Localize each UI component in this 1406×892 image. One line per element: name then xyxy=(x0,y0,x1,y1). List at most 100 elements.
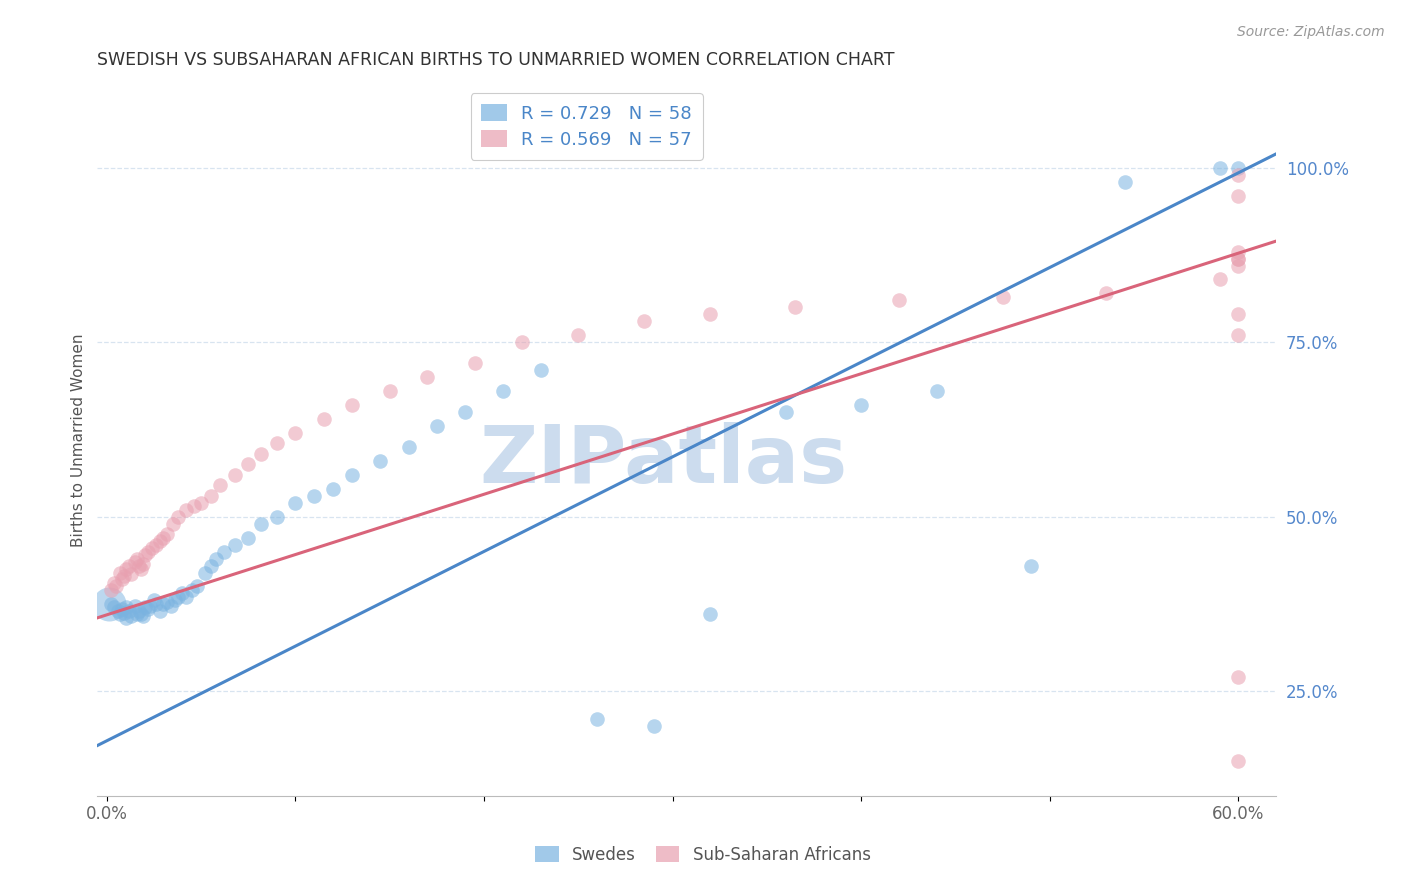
Point xyxy=(1227,168,1250,182)
Legend: R = 0.729   N = 58, R = 0.569   N = 57: R = 0.729 N = 58, R = 0.569 N = 57 xyxy=(471,93,703,160)
Point xyxy=(136,601,159,615)
Y-axis label: Births to Unmarried Women: Births to Unmarried Women xyxy=(72,334,86,547)
Point xyxy=(1019,558,1042,573)
Point xyxy=(114,611,136,625)
Point xyxy=(238,531,260,545)
Legend: Swedes, Sub-Saharan Africans: Swedes, Sub-Saharan Africans xyxy=(529,839,877,871)
Point xyxy=(1208,161,1230,175)
Point xyxy=(152,531,174,545)
Point xyxy=(103,600,125,615)
Point xyxy=(1227,252,1250,266)
Point xyxy=(105,579,128,593)
Point xyxy=(118,558,141,573)
Point xyxy=(1114,175,1136,189)
Point xyxy=(142,593,165,607)
Point xyxy=(186,579,208,593)
Point xyxy=(156,595,179,609)
Point xyxy=(398,440,420,454)
Point xyxy=(250,516,273,531)
Point xyxy=(114,562,136,576)
Point xyxy=(925,384,948,398)
Point xyxy=(136,544,159,558)
Point xyxy=(128,604,150,618)
Point xyxy=(1227,328,1250,343)
Point xyxy=(114,600,136,615)
Point xyxy=(194,566,217,580)
Point xyxy=(887,293,910,308)
Point xyxy=(238,458,260,472)
Point xyxy=(643,719,665,733)
Point xyxy=(190,496,212,510)
Point xyxy=(141,541,163,555)
Point xyxy=(124,599,146,613)
Point xyxy=(266,436,288,450)
Point xyxy=(284,425,307,440)
Point xyxy=(378,384,401,398)
Point xyxy=(167,509,190,524)
Point xyxy=(167,590,190,604)
Point xyxy=(163,593,186,607)
Point xyxy=(699,307,721,321)
Point xyxy=(1227,670,1250,684)
Point xyxy=(108,607,131,622)
Point xyxy=(529,363,551,377)
Point xyxy=(454,405,477,419)
Point xyxy=(312,412,335,426)
Point xyxy=(205,551,228,566)
Point xyxy=(149,604,172,618)
Point xyxy=(266,509,288,524)
Point xyxy=(284,496,307,510)
Point xyxy=(426,419,449,434)
Point xyxy=(125,551,148,566)
Point xyxy=(1227,244,1250,259)
Point xyxy=(1227,188,1250,202)
Point xyxy=(1227,307,1250,321)
Point xyxy=(224,467,246,482)
Point xyxy=(174,590,197,604)
Point xyxy=(340,467,363,482)
Point xyxy=(129,562,152,576)
Point xyxy=(416,370,439,384)
Point xyxy=(156,527,179,541)
Point xyxy=(183,500,205,514)
Point xyxy=(586,712,609,726)
Point xyxy=(785,301,807,315)
Point xyxy=(149,534,172,549)
Point xyxy=(1095,286,1118,301)
Point xyxy=(1227,252,1250,266)
Point xyxy=(120,608,142,623)
Point xyxy=(1227,259,1250,273)
Point xyxy=(145,597,167,611)
Point xyxy=(492,384,515,398)
Text: Source: ZipAtlas.com: Source: ZipAtlas.com xyxy=(1237,25,1385,39)
Point xyxy=(128,558,150,573)
Point xyxy=(302,489,325,503)
Point xyxy=(775,405,797,419)
Point xyxy=(212,544,235,558)
Point xyxy=(125,607,148,622)
Point xyxy=(120,566,142,581)
Point xyxy=(200,489,222,503)
Point xyxy=(131,557,153,571)
Point xyxy=(111,601,134,615)
Point xyxy=(162,516,184,531)
Point xyxy=(200,558,222,573)
Point xyxy=(108,566,131,580)
Point xyxy=(103,576,125,591)
Point xyxy=(118,604,141,618)
Point xyxy=(180,582,202,597)
Point xyxy=(152,597,174,611)
Point xyxy=(100,597,122,611)
Point xyxy=(131,608,153,623)
Point xyxy=(100,582,122,597)
Point xyxy=(124,555,146,569)
Point xyxy=(464,356,486,370)
Point xyxy=(699,607,721,622)
Point xyxy=(991,290,1014,304)
Point xyxy=(208,478,231,492)
Point xyxy=(111,573,134,587)
Point xyxy=(174,502,197,516)
Point xyxy=(112,606,135,620)
Point xyxy=(1227,754,1250,768)
Point xyxy=(112,569,135,583)
